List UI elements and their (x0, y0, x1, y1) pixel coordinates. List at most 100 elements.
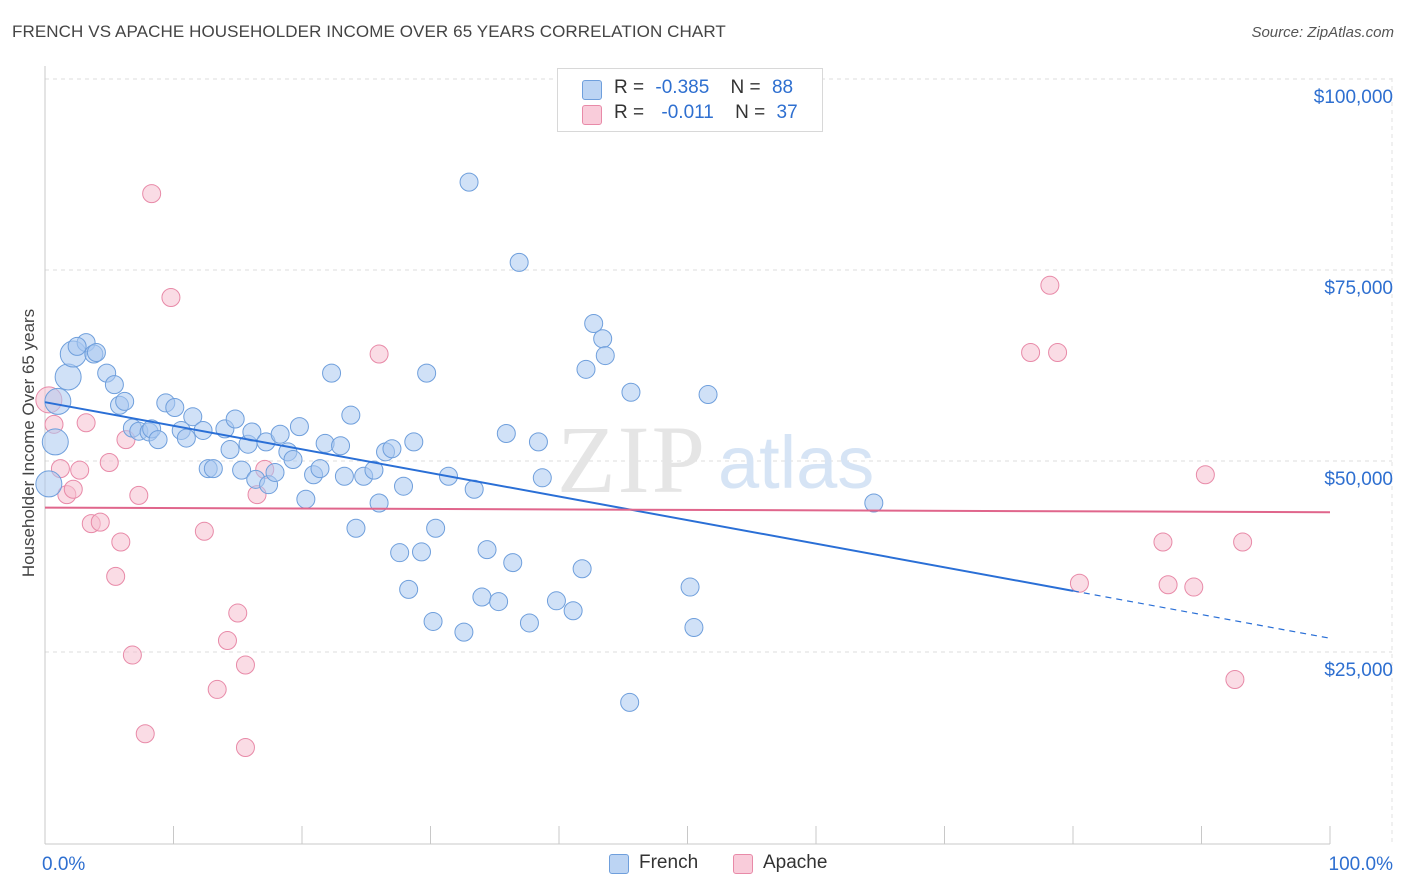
french-point (203, 459, 223, 479)
french-point (283, 449, 303, 469)
apache-point (194, 521, 214, 541)
french-trend-line (44, 401, 1074, 592)
french-point (44, 387, 72, 415)
x-tick-label: 100.0% (1329, 854, 1394, 875)
apache-trend-line (44, 506, 1331, 514)
apache-point (1021, 343, 1041, 363)
apache-point (1158, 575, 1178, 595)
apache-point (70, 460, 90, 480)
y-axis-label: Householder Income Over 65 years (19, 309, 38, 577)
french-trend-extension (1072, 590, 1331, 639)
apache-point (90, 512, 110, 532)
legend-swatch-french (582, 80, 602, 100)
french-point (417, 363, 437, 383)
french-point (576, 359, 596, 379)
french-point (334, 466, 354, 486)
french-point (341, 405, 361, 425)
french-point (220, 440, 240, 460)
french-point (412, 542, 432, 562)
apache-point (106, 566, 126, 586)
french-point (593, 329, 613, 349)
french-point (684, 618, 704, 638)
legend-french-n-label: N = (730, 77, 761, 98)
french-point (595, 346, 615, 366)
french-point (35, 470, 63, 498)
french-point (394, 476, 414, 496)
french-point (519, 613, 539, 633)
french-point (390, 543, 410, 563)
french-point (509, 252, 529, 272)
y-tick-label: $50,000 (1324, 469, 1393, 490)
watermark-atlas: atlas (718, 421, 874, 504)
french-point (165, 398, 185, 418)
french-point (426, 518, 446, 538)
apache-point (135, 724, 155, 744)
french-point (399, 579, 419, 599)
watermark: ZIP atlas (557, 406, 874, 513)
french-point (270, 424, 290, 444)
french-point (176, 428, 196, 448)
french-point (680, 577, 700, 597)
french-point (225, 409, 245, 429)
french-point (183, 407, 203, 427)
french-point (115, 391, 135, 411)
french-point (584, 313, 604, 333)
french-point (496, 423, 516, 443)
french-point (369, 493, 389, 513)
french-point (572, 559, 592, 579)
apache-point (228, 603, 248, 623)
trend-lines (44, 401, 1331, 639)
legend-swatch-apache (582, 105, 602, 125)
apache-point (161, 288, 181, 308)
french-point (532, 468, 552, 488)
apache-point (1225, 670, 1245, 690)
x-tick-labels: 0.0% 100.0% (42, 854, 1393, 875)
bottom-legend-swatch-french (609, 854, 629, 874)
legend-apache-r-label: R = (614, 102, 645, 123)
french-point (265, 462, 285, 482)
y-tick-labels: $25,000 $50,000 $75,000 $100,000 (1314, 87, 1393, 681)
apache-point (235, 655, 255, 675)
french-point (864, 493, 884, 513)
french-point (546, 591, 566, 611)
french-point (289, 417, 309, 437)
axes (44, 66, 1331, 845)
legend-french-n-value: 88 (771, 77, 794, 98)
french-point (310, 459, 330, 479)
french-point (346, 518, 366, 538)
apache-point (235, 738, 255, 757)
apache-point (369, 344, 389, 364)
french-point (364, 460, 384, 480)
apache-point (1040, 275, 1060, 295)
french-point (454, 622, 474, 642)
apache-point (99, 453, 119, 473)
french-point (503, 553, 523, 573)
french-point (620, 692, 640, 712)
french-point (477, 540, 497, 560)
apache-point (1153, 532, 1173, 552)
french-point (54, 363, 82, 391)
french-point (423, 611, 443, 631)
apache-point (129, 485, 149, 505)
apache-point (1195, 465, 1215, 485)
source-label: Source: ZipAtlas.com (1251, 24, 1394, 41)
french-points (35, 172, 884, 712)
apache-point (207, 679, 227, 699)
french-point (322, 363, 342, 383)
french-point (698, 385, 718, 405)
french-point (489, 592, 509, 612)
french-point (459, 172, 479, 192)
french-point (104, 375, 124, 395)
legend: R = -0.385 N = 88 R = -0.011 N = 37 (557, 68, 823, 132)
bottom-legend-swatch-apache (733, 854, 753, 874)
watermark-zip: ZIP (557, 406, 707, 513)
french-point (472, 587, 492, 607)
y-tick-label: $25,000 (1324, 660, 1393, 681)
french-point (86, 343, 106, 363)
french-point (67, 336, 87, 356)
french-point (528, 432, 548, 452)
french-point (148, 430, 168, 450)
grid-lines (45, 78, 1393, 844)
y-tick-label: $75,000 (1324, 278, 1393, 299)
